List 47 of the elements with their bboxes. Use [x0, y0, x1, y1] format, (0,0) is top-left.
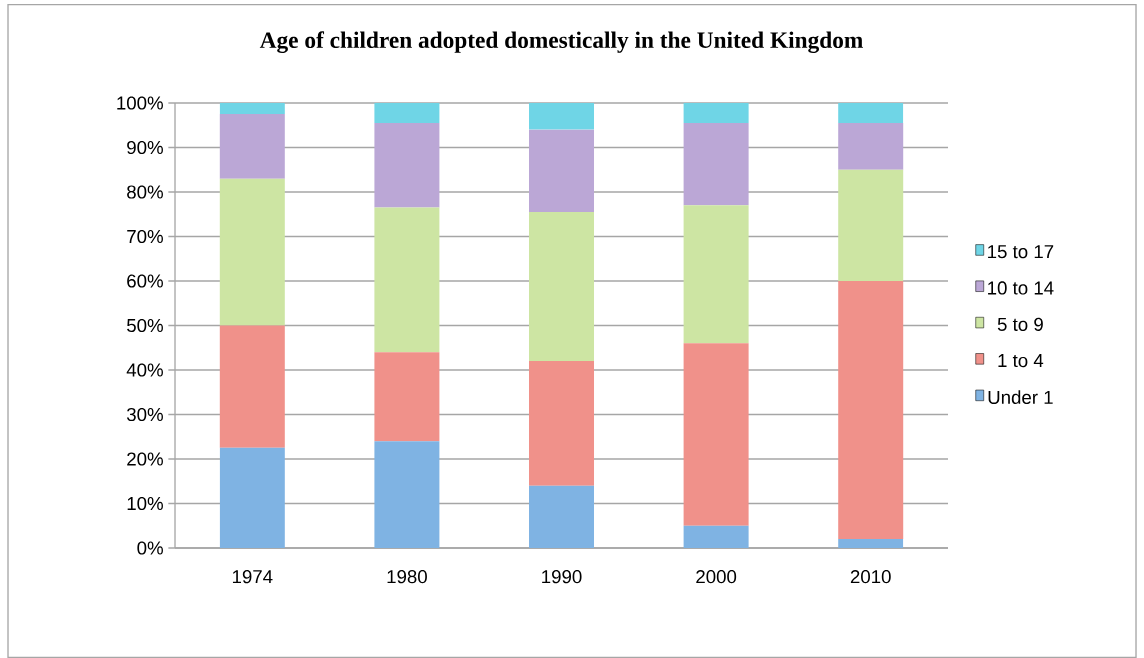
bar [683, 123, 749, 206]
bar [683, 103, 749, 124]
bar [529, 485, 595, 548]
bar [838, 103, 904, 124]
bar [219, 325, 285, 448]
bar [219, 103, 285, 115]
bar [529, 212, 595, 362]
y-tick-label: 40% [126, 363, 163, 377]
chart-title: Age of children adopted domestically in the United Kingdom [259, 31, 863, 53]
y-tick-label: 30% [126, 407, 163, 422]
bar [374, 123, 440, 208]
x-tick-label: 2000 [696, 570, 737, 584]
y-tick-label: 0% [137, 541, 163, 555]
y-tick-label: 90% [127, 140, 163, 155]
bar [838, 539, 904, 548]
y-tick-label: 50% [127, 318, 163, 333]
bar [374, 207, 440, 353]
y-tick-label: 70% [127, 229, 163, 244]
bar [529, 129, 595, 213]
bar [374, 103, 440, 124]
x-tick-label: 1980 [387, 570, 427, 584]
x-tick-label: 1990 [542, 570, 582, 584]
bar [219, 114, 285, 179]
y-tick-label: 10% [127, 496, 163, 511]
bar [219, 178, 285, 326]
y-tick-label: 60% [127, 274, 163, 288]
bar [683, 343, 749, 526]
bar [683, 205, 749, 344]
bar [374, 441, 440, 548]
legend-label: Under 1 [988, 390, 1053, 404]
legend-label: 1 to 4 [998, 354, 1044, 368]
x-tick-label: 2010 [850, 570, 891, 584]
bar [219, 447, 285, 548]
legend-label: 10 to 14 [988, 281, 1054, 295]
legend-label: 15 to 17 [988, 245, 1054, 259]
bar [838, 169, 904, 281]
x-tick-label: 1974 [232, 570, 273, 584]
y-tick-label: 20% [127, 452, 163, 466]
y-tick-label: 100% [117, 96, 163, 110]
bar [838, 123, 904, 170]
bar [529, 103, 595, 130]
bar [529, 361, 595, 486]
bar [683, 525, 749, 548]
y-tick-label: 80% [127, 185, 163, 199]
legend-label: 5 to 9 [997, 317, 1043, 331]
bar [374, 352, 440, 442]
bar [838, 281, 904, 540]
